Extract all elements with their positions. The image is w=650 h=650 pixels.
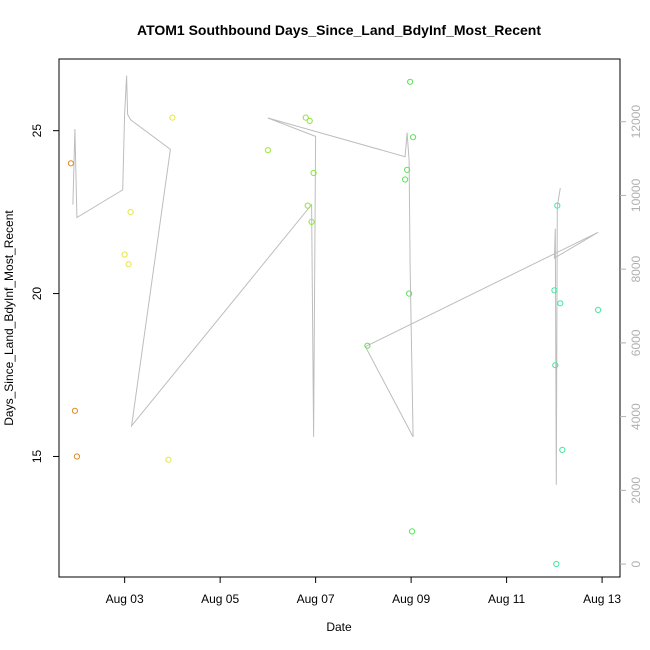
y2-tick-label-5: 10000 (629, 178, 643, 212)
y-axis-right: 0 2000 4000 6000 8000 10000 12000 (620, 105, 643, 567)
y-axis-left: 15 20 25 (30, 124, 59, 463)
data-point-20 (410, 134, 417, 141)
data-point-0 (67, 160, 75, 167)
chart-title: ATOM1 Southbound Days_Since_Land_BdyInf_… (137, 22, 541, 38)
data-point-3 (121, 251, 128, 258)
data-point-10 (304, 202, 311, 209)
y2-tick-label-2: 4000 (629, 403, 643, 430)
x-tick-label-4: Aug 11 (488, 592, 525, 606)
y-axis-label: Days_Since_Land_BdyInf_Most_Recent (2, 210, 16, 426)
y-tick-label-2: 25 (30, 124, 44, 138)
secondary-series-line (72, 75, 599, 485)
data-point-24 (554, 202, 561, 209)
x-tick-label-5: Aug 13 (583, 592, 621, 606)
data-point-1 (71, 407, 79, 414)
y2-tick-label-4: 8000 (629, 255, 643, 282)
x-tick-label-3: Aug 09 (392, 592, 430, 606)
data-point-4 (125, 261, 132, 268)
data-point-19 (409, 528, 416, 535)
data-point-8 (264, 147, 271, 154)
data-point-26 (559, 446, 566, 453)
data-point-2 (73, 453, 81, 460)
data-point-15 (402, 176, 409, 183)
x-tick-label-0: Aug 03 (106, 592, 144, 606)
x-axis: Aug 03 Aug 05 Aug 07 Aug 09 Aug 11 Aug 13 (106, 577, 621, 606)
data-point-12 (308, 218, 315, 225)
data-point-11 (306, 117, 313, 125)
data-point-13 (310, 169, 317, 177)
points-layer (67, 78, 602, 568)
y2-tick-label-3: 6000 (629, 329, 643, 356)
data-point-7 (169, 114, 176, 121)
plot-frame (58, 58, 621, 578)
y-tick-label-0: 15 (30, 449, 44, 463)
x-tick-label-2: Aug 07 (297, 592, 335, 606)
data-point-23 (553, 560, 560, 568)
data-point-9 (302, 114, 309, 121)
x-tick-label-1: Aug 05 (201, 592, 239, 606)
y2-tick-label-6: 12000 (629, 105, 643, 139)
y-tick-label-1: 20 (30, 287, 44, 301)
data-point-17 (406, 290, 413, 297)
data-point-14 (364, 342, 371, 349)
data-point-6 (165, 456, 172, 463)
data-point-25 (557, 300, 564, 307)
y2-tick-label-1: 2000 (629, 477, 643, 504)
x-axis-label: Date (326, 620, 352, 634)
data-point-27 (595, 306, 602, 313)
data-point-18 (407, 78, 414, 85)
data-point-16 (404, 166, 411, 173)
data-point-22 (552, 362, 559, 369)
secondary-line-layer (72, 75, 599, 485)
data-point-21 (551, 287, 558, 294)
y2-tick-label-0: 0 (629, 560, 643, 567)
data-point-5 (127, 209, 134, 216)
